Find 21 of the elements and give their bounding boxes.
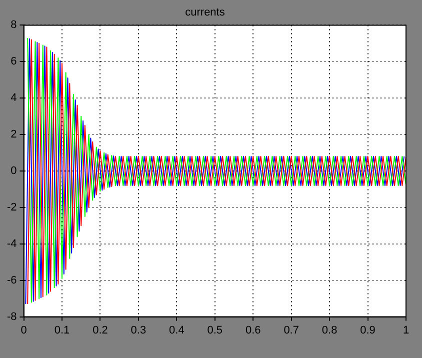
y-tick-label: 6: [10, 56, 17, 68]
x-tick-label: 0: [20, 324, 27, 336]
chart-title: currents: [185, 6, 226, 19]
y-tick-label: 0: [10, 165, 17, 178]
y-tick-label: 4: [10, 92, 17, 104]
x-tick-label: 0.1: [54, 324, 70, 336]
x-tick-label: 0.7: [284, 324, 299, 336]
x-tick-label: 0.6: [245, 324, 261, 336]
x-tick-label: 0.4: [169, 324, 184, 336]
y-tick-label: 2: [10, 128, 17, 141]
x-tick-label: 0.3: [130, 324, 146, 336]
x-tick-label: 0.2: [92, 324, 108, 336]
x-tick-label: 1: [402, 324, 410, 336]
y-tick-label: -8: [7, 310, 17, 323]
y-tick-label: -4: [7, 238, 17, 250]
x-tick-label: 0.5: [207, 324, 223, 336]
y-tick-label: 8: [10, 19, 17, 32]
x-tick-label: 0.8: [322, 324, 338, 336]
y-tick-label: -6: [7, 274, 17, 286]
x-tick-label: 0.9: [360, 324, 376, 336]
y-tick-label: -2: [7, 201, 17, 214]
